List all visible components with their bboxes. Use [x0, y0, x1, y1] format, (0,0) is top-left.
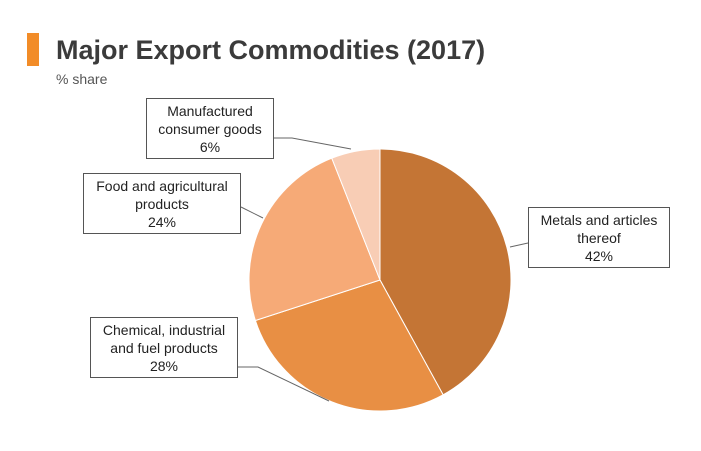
- chart-subtitle: % share: [56, 71, 108, 87]
- callout-food-line2: products: [135, 196, 189, 212]
- callout-food: Food and agricultural products 24%: [83, 173, 241, 234]
- leader-lines: [238, 137, 529, 402]
- callout-manufactured-value: 6%: [199, 139, 221, 155]
- leader-line-chemical: [238, 366, 330, 402]
- callout-chemical-value: 28%: [149, 358, 179, 374]
- callout-food-line1: Food and agricultural: [96, 178, 228, 194]
- callout-metals-line2: thereof: [577, 230, 621, 246]
- chart-title: Major Export Commodities (2017): [56, 35, 486, 65]
- pie-slices: [248, 148, 512, 412]
- leader-line-metals: [509, 242, 529, 248]
- callout-chemical: Chemical, industrial and fuel products 2…: [90, 317, 238, 378]
- leader-line-food: [240, 206, 264, 219]
- callout-manufactured-line2: consumer goods: [158, 121, 262, 137]
- title-accent-bar: [27, 33, 39, 66]
- pie-slice-manufactured: [331, 148, 381, 281]
- callout-metals: Metals and articles thereof 42%: [528, 207, 670, 268]
- callout-manufactured: Manufactured consumer goods 6%: [146, 98, 274, 159]
- callout-metals-line1: Metals and articles: [540, 212, 658, 228]
- leader-line-manufactured: [274, 137, 352, 150]
- pie-slice-chemical: [254, 279, 444, 412]
- callout-chemical-line2: and fuel products: [110, 340, 218, 356]
- callout-chemical-line1: Chemical, industrial: [102, 322, 226, 338]
- callout-metals-value: 42%: [584, 248, 614, 264]
- pie-slice-metals: [379, 148, 512, 396]
- callout-food-value: 24%: [147, 214, 177, 230]
- callout-manufactured-line1: Manufactured: [167, 103, 253, 119]
- pie-slice-food: [248, 157, 381, 322]
